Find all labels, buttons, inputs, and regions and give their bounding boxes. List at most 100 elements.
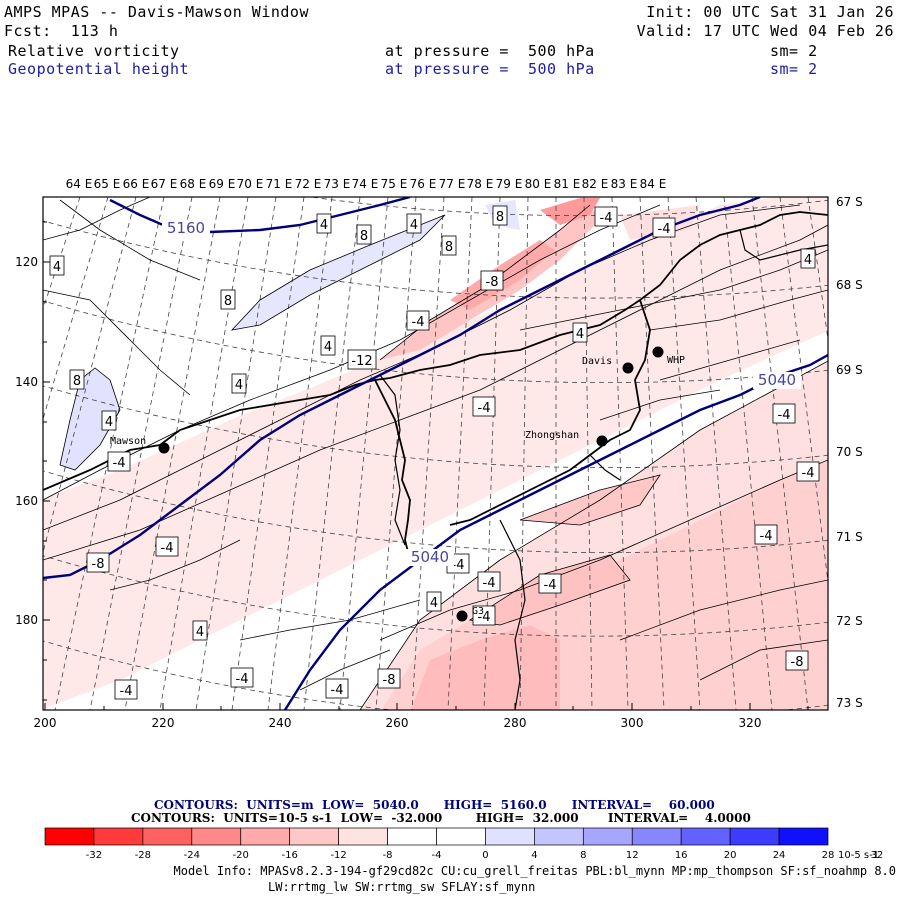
- colorbar-tick-label: 4: [531, 850, 537, 861]
- field2-level: at pressure = 500 hPa: [385, 60, 595, 78]
- vorticity-label-text: 8: [496, 210, 504, 225]
- vorticity-label-text: -4: [412, 315, 425, 330]
- top-lon-label: 76 E: [410, 177, 437, 191]
- colorbar-swatch: [142, 827, 193, 846]
- height-contour-label: 5040: [758, 371, 796, 389]
- height-contour-labels: 5160 5040 5040: [162, 219, 801, 566]
- vorticity-label-text: 4: [804, 253, 812, 268]
- colorbar-tick-label: -24: [184, 850, 200, 861]
- station-dot-icon: [596, 435, 608, 447]
- top-lon-label: 80 E: [525, 177, 552, 191]
- top-lon-label: 81 E: [554, 177, 581, 191]
- vorticity-label-box: [472, 396, 496, 417]
- vorticity-label-text: -4: [658, 222, 671, 237]
- vorticity-label-text: -8: [92, 557, 105, 572]
- vorticity-label-box: [785, 650, 809, 671]
- top-lon-label: 71 E: [266, 177, 293, 191]
- left-axis-label: 160: [15, 494, 38, 508]
- vorticity-label-text: 4: [320, 218, 328, 233]
- vorticity-label-box: [107, 451, 131, 472]
- vorticity-label-text: -4: [478, 401, 491, 416]
- bottom-axis-label: 220: [152, 716, 175, 730]
- vorticity-label-text: 4: [410, 218, 418, 233]
- station-dot-icon: [456, 610, 468, 622]
- vorticity-label-box: [377, 668, 401, 689]
- top-lon-label: 79 E: [496, 177, 523, 191]
- vorticity-label-box: [347, 349, 377, 370]
- colorbar-tick-label: 20: [724, 850, 737, 861]
- valid-time: Valid: 17 UTC Wed 04 Feb 26: [636, 22, 894, 40]
- vorticity-label-box: [356, 224, 372, 245]
- colorbar-swatch: [387, 827, 437, 846]
- vorticity-label-box: [594, 206, 618, 227]
- vorticity-label-box: [101, 410, 117, 431]
- left-axis-label: 140: [15, 375, 38, 389]
- height-label-bg: [162, 220, 210, 237]
- vorticity-label-box: [472, 605, 496, 626]
- top-lon-label: 83 E: [611, 177, 638, 191]
- bottom-axis-label: 200: [34, 716, 57, 730]
- station-name-label: G3: [472, 606, 484, 617]
- vorticity-label-text: 4: [235, 378, 243, 393]
- vorticity-label-text: 8: [445, 240, 453, 255]
- ice-shelf-edge: [379, 229, 828, 710]
- vorticity-label-text: 8: [360, 229, 368, 244]
- height-contour-legend: CONTOURS: UNITS=m LOW= 5040.0 HIGH= 5160…: [154, 798, 715, 812]
- vorticity-label-text: -4: [802, 466, 815, 481]
- height-label-bg: [406, 549, 454, 566]
- left-axis-ticks: [43, 221, 50, 701]
- vorticity-label-box: [426, 591, 442, 612]
- vorticity-label-box: [480, 270, 504, 291]
- axis-labels: 64 E 65 E 66 E 67 E 68 E 69 E 70 E 71 E 72 E 73 E…: [15, 177, 863, 730]
- vorticity-label-text: -4: [331, 683, 344, 698]
- station-name-label: WHP: [667, 355, 685, 366]
- colorbar-tick-label: -16: [282, 850, 298, 861]
- colorbar-tick-label: 16: [675, 850, 688, 861]
- vorticity-label-text: 4: [105, 415, 113, 430]
- vorticity-label-text: -4: [161, 541, 174, 556]
- colorbar-tick-label: 24: [773, 850, 786, 861]
- top-lon-label: 68 E: [180, 177, 207, 191]
- colorbar-swatch: [436, 827, 486, 846]
- left-axis-label: 180: [15, 613, 38, 627]
- vorticity-label-text: -8: [791, 655, 804, 670]
- vorticity-label-text: 8: [224, 294, 232, 309]
- vorticity-label-box: [406, 310, 430, 331]
- vorticity-label-text: -12: [351, 354, 372, 369]
- colorbar-swatch: [631, 827, 682, 846]
- colorbar-swatch: [582, 827, 633, 846]
- top-lon-label: 77 E: [439, 177, 466, 191]
- top-lon-label: 66 E: [123, 177, 150, 191]
- right-lat-label: 67 S: [836, 195, 863, 209]
- vorticity-label-box: [772, 403, 796, 424]
- height-contour-label: 5040: [411, 548, 449, 566]
- map-frame: [42, 196, 829, 711]
- vorticity-label-box: [192, 620, 208, 641]
- colorbar: -32 -28 -24 -20 -16 -12 -8 -4 0 4 8 12 16 20 24 28 3210-…: [44, 827, 884, 861]
- vorticity-label-text: 4: [53, 260, 61, 275]
- vorticity-label-text: 4: [430, 596, 438, 611]
- top-lon-label: 75 E: [381, 177, 408, 191]
- vorticity-label-text: -4: [478, 610, 491, 625]
- vorticity-label-box: [538, 573, 562, 594]
- vorticity-label-text: 4: [196, 625, 204, 640]
- vorticity-label-box: [49, 255, 65, 276]
- colorbar-tick-label: 12: [626, 850, 639, 861]
- colorbar-tick-label: -4: [432, 850, 442, 861]
- vorticity-label-box: [441, 235, 457, 256]
- height-contour-label: 5160: [167, 219, 205, 237]
- colorbar-swatch: [778, 827, 829, 846]
- top-lon-label: 65 E: [94, 177, 121, 191]
- colorbar-tick-label: 32: [871, 850, 884, 861]
- vorticity-label-box: [325, 678, 349, 699]
- right-lat-label: 69 S: [836, 363, 863, 377]
- station-dot-icon: [652, 346, 664, 358]
- field2-smoothing: sm= 2: [770, 60, 818, 78]
- vorticity-label-box: [230, 667, 254, 688]
- vorticity-label-text: -4: [236, 672, 249, 687]
- top-lon-label: 69 E: [209, 177, 236, 191]
- field1-level: at pressure = 500 hPa: [385, 42, 595, 60]
- bottom-axis-label: 300: [621, 716, 644, 730]
- top-lon-label: 73 E: [324, 177, 351, 191]
- vorticity-label-text: -4: [483, 576, 496, 591]
